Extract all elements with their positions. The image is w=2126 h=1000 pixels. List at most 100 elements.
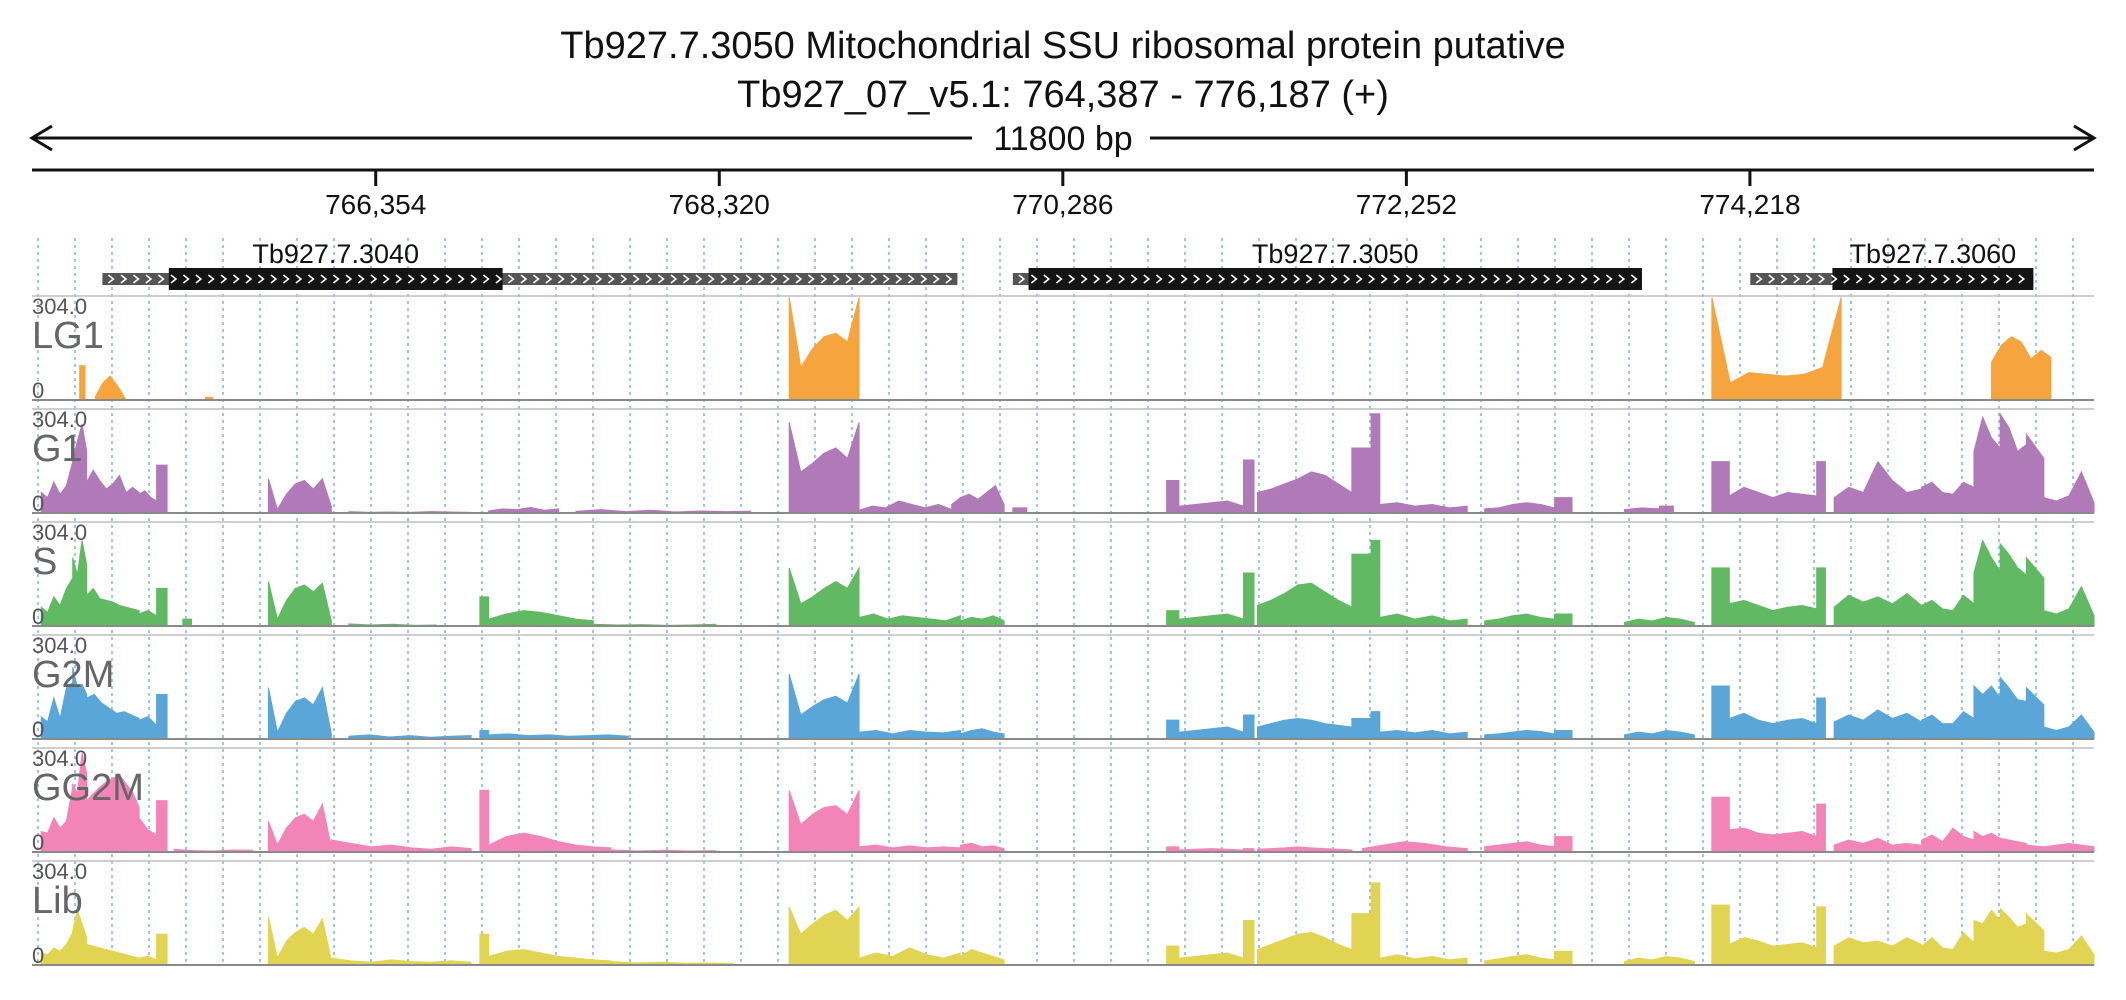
strand-arrow-icon	[1755, 274, 1763, 284]
strand-arrow-icon	[682, 274, 690, 284]
strand-arrow-icon	[482, 274, 490, 284]
arrowhead-right-icon	[2073, 124, 2097, 152]
coverage-area	[1370, 539, 1381, 627]
strand-arrow-icon	[1830, 274, 1838, 284]
coverage-area	[1921, 827, 1975, 853]
strand-arrow-icon	[1330, 274, 1338, 284]
coverage-area	[330, 839, 472, 853]
coverage-area	[138, 716, 158, 740]
track-ymax-label: 304.0	[32, 746, 87, 771]
strand-arrow-icon	[382, 274, 390, 284]
strand-arrow-icon	[1080, 274, 1088, 284]
strand-arrow-icon	[920, 274, 928, 284]
track-name: LG1	[32, 315, 104, 357]
track-ymin-label: 0	[32, 491, 44, 516]
coverage-area	[1711, 297, 1842, 401]
coverage-area	[1178, 726, 1245, 740]
strand-arrow-icon	[445, 274, 453, 284]
strand-arrow-icon	[607, 274, 615, 284]
strand-arrow-icon	[657, 274, 665, 284]
strand-arrow-icon	[1155, 274, 1163, 284]
coverage-area	[1973, 909, 2001, 966]
strand-arrow-icon	[1630, 274, 1638, 284]
strand-arrow-icon	[870, 274, 878, 284]
coverage-area	[86, 469, 140, 514]
coverage-area	[479, 596, 490, 627]
coverage-area	[479, 933, 490, 966]
arrowhead-left-icon	[29, 124, 53, 152]
coverage-area	[267, 916, 332, 966]
strand-arrow-icon	[1343, 274, 1351, 284]
strand-arrow-icon	[2018, 274, 2026, 284]
span-arrow: 11800 bp	[29, 120, 2097, 158]
strand-arrow-icon	[1480, 274, 1488, 284]
coverage-area	[1973, 830, 2001, 853]
track-name: S	[32, 541, 57, 583]
coverage-area	[138, 816, 158, 853]
strand-arrow-icon	[1793, 274, 1801, 284]
coverage-area	[1816, 697, 1826, 740]
strand-arrow-icon	[220, 274, 228, 284]
strand-arrow-icon	[1580, 274, 1588, 284]
coverage-area	[1484, 729, 1556, 740]
coverage-area	[1178, 500, 1245, 514]
coverage-area	[488, 832, 612, 853]
strand-arrow-icon	[845, 274, 853, 284]
strand-arrow-icon	[945, 274, 953, 284]
strand-arrow-icon	[1955, 274, 1963, 284]
strand-arrow-icon	[1305, 274, 1313, 284]
strand-arrow-icon	[570, 274, 578, 284]
strand-arrow-icon	[1405, 274, 1413, 284]
strand-arrow-icon	[595, 274, 603, 284]
coverage-area	[2043, 935, 2095, 966]
strand-arrow-icon	[1530, 274, 1538, 284]
coverage-area	[156, 694, 168, 740]
track-ymin-label: 0	[32, 943, 44, 968]
coverage-area	[1256, 471, 1353, 514]
strand-arrow-icon	[107, 274, 115, 284]
coverage-area	[156, 464, 168, 514]
strand-arrow-icon	[1443, 274, 1451, 284]
strand-arrow-icon	[1468, 274, 1476, 284]
coverage-area	[1921, 710, 1975, 740]
strand-arrow-icon	[1493, 274, 1501, 284]
strand-arrow-icon	[1168, 274, 1176, 284]
strand-arrow-icon	[1618, 274, 1626, 284]
coverage-area	[1178, 613, 1245, 627]
coverage-area	[1623, 729, 1695, 740]
strand-arrow-icon	[1555, 274, 1563, 284]
strand-arrow-icon	[1055, 274, 1063, 284]
strand-arrow-icon	[1568, 274, 1576, 284]
strand-arrow-icon	[257, 274, 265, 284]
coverage-area	[86, 943, 140, 966]
ruler-tick-label: 766,354	[325, 189, 426, 220]
coverage-area	[858, 729, 961, 740]
coverage-area	[1554, 613, 1573, 627]
coverage-area	[1833, 592, 1923, 627]
coverage-area	[1379, 502, 1468, 514]
ruler-tick-label: 774,218	[1699, 189, 1800, 220]
strand-arrow-icon	[557, 274, 565, 284]
coverage-area	[156, 933, 168, 966]
strand-arrow-icon	[120, 274, 128, 284]
coverage-area	[1711, 567, 1730, 627]
track-ymin-label: 0	[32, 378, 44, 403]
strand-arrow-icon	[1780, 274, 1788, 284]
coverage-area	[788, 565, 860, 627]
strand-arrow-icon	[507, 274, 515, 284]
coverage-area	[788, 790, 860, 853]
coverage-area	[1351, 553, 1372, 627]
coverage-area	[86, 774, 140, 853]
coverage-area	[488, 949, 612, 966]
strand-arrow-icon	[1980, 274, 1988, 284]
strand-arrow-icon	[2005, 274, 2013, 284]
coverage-area	[1379, 729, 1468, 740]
strand-arrow-icon	[795, 274, 803, 284]
coverage-area	[1816, 803, 1826, 853]
coverage-area	[2043, 842, 2095, 853]
strand-arrow-icon	[1868, 274, 1876, 284]
strand-arrow-icon	[1593, 274, 1601, 284]
coverage-area	[1243, 714, 1255, 740]
